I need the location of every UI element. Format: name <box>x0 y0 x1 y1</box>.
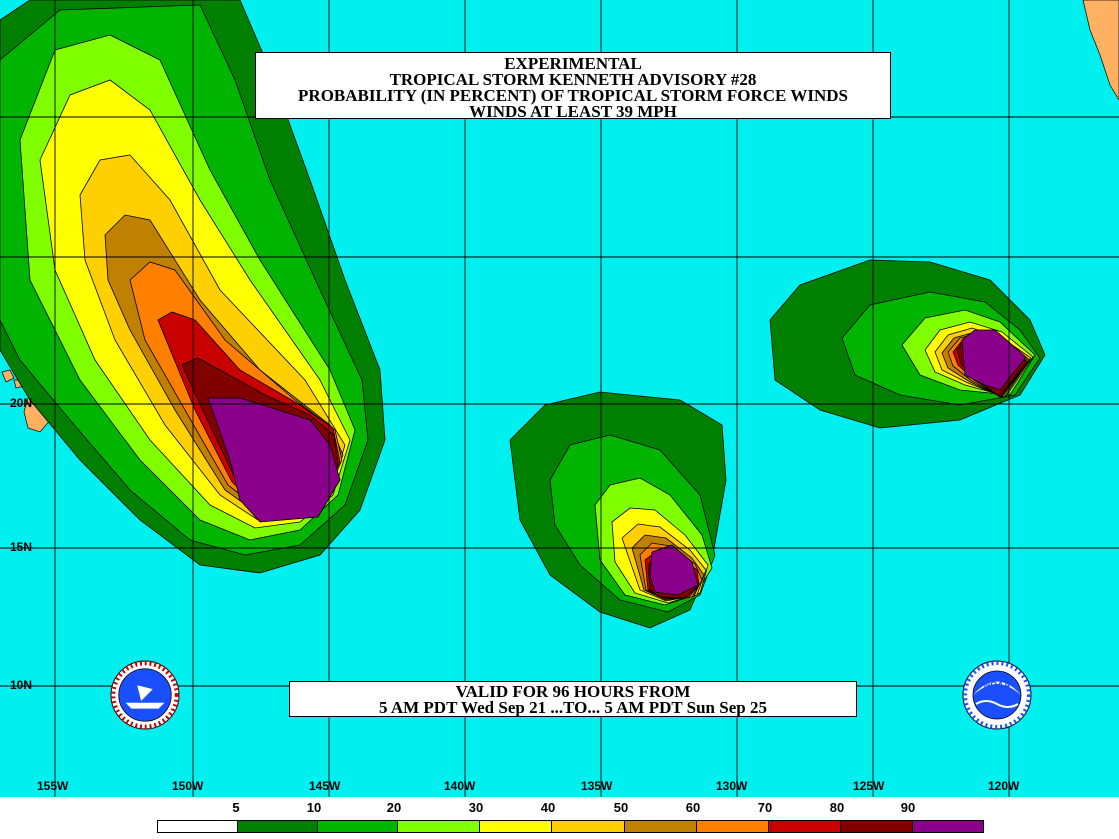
map-svg <box>0 0 1119 797</box>
nws-logo <box>110 660 180 730</box>
lat-label-10n: 10N <box>10 678 33 692</box>
svg-text:NOAA: NOAA <box>984 680 1011 690</box>
legend-label: 70 <box>757 800 773 815</box>
hawaii-island-small <box>1 369 15 383</box>
map-area: EXPERIMENTAL TROPICAL STORM KENNETH ADVI… <box>0 0 1119 797</box>
legend-label: 30 <box>468 800 484 815</box>
legend-label: 60 <box>685 800 701 815</box>
lat-label-20n: 20N <box>10 396 33 410</box>
legend-label: 10 <box>306 800 322 815</box>
legend-label: 90 <box>900 800 916 815</box>
legend-swatch <box>480 821 552 832</box>
legend-swatch <box>769 821 841 832</box>
noaa-logo: NOAA <box>962 660 1032 730</box>
legend-label: 20 <box>386 800 402 815</box>
probability-swath-west <box>0 0 386 574</box>
lat-label-15n: 15N <box>10 540 33 554</box>
lon-label-130w: 130W <box>716 779 748 793</box>
probability-swath-east <box>769 259 1046 429</box>
legend-swatch <box>913 821 983 832</box>
legend-label: 80 <box>829 800 845 815</box>
legend-label: 50 <box>613 800 629 815</box>
legend-label: 40 <box>540 800 556 815</box>
mexico-coast <box>1082 0 1119 101</box>
valid-line-2: 5 AM PDT Wed Sep 21 ...TO... 5 AM PDT Su… <box>379 698 767 717</box>
lon-label-135w: 135W <box>581 779 613 793</box>
legend-swatch <box>398 821 480 832</box>
lon-label-145w: 145W <box>309 779 341 793</box>
title-line-3: PROBABILITY (IN PERCENT) OF TROPICAL STO… <box>298 86 848 105</box>
legend-swatch <box>552 821 625 832</box>
contour-90 <box>961 329 1027 391</box>
valid-period-box: VALID FOR 96 HOURS FROM 5 AM PDT Wed Sep… <box>289 681 857 717</box>
title-box: EXPERIMENTAL TROPICAL STORM KENNETH ADVI… <box>255 52 891 121</box>
legend-swatch <box>625 821 697 832</box>
lon-label-155w: 155W <box>37 779 69 793</box>
legend-swatch <box>841 821 913 832</box>
lon-label-125w: 125W <box>853 779 885 793</box>
legend-swatch <box>238 821 318 832</box>
legend-label: 5 <box>232 800 240 815</box>
valid-line-1: VALID FOR 96 HOURS FROM <box>455 682 691 701</box>
title-line-4: WINDS AT LEAST 39 MPH <box>469 102 677 121</box>
land-masses <box>1 0 1119 433</box>
title-line-1: EXPERIMENTAL <box>504 54 642 73</box>
lon-label-120w: 120W <box>988 779 1020 793</box>
legend-color-bar <box>157 820 984 833</box>
title-line-2: TROPICAL STORM KENNETH ADVISORY #28 <box>389 70 757 89</box>
legend-swatch <box>697 821 769 832</box>
legend-threshold-labels: 5 10 20 30 40 50 60 70 80 90 <box>0 800 1119 818</box>
probability-swath-central <box>509 391 727 629</box>
legend-swatch <box>318 821 398 832</box>
legend-swatch <box>158 821 238 832</box>
lon-label-150w: 150W <box>172 779 204 793</box>
lon-label-140w: 140W <box>444 779 476 793</box>
